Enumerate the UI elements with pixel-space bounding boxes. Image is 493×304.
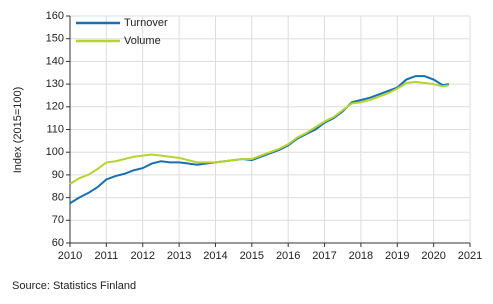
x-tick-label: 2014	[203, 250, 227, 262]
y-tick-label: 150	[46, 33, 64, 45]
x-tick-label: 2010	[58, 250, 82, 262]
x-tick-label: 2020	[421, 250, 445, 262]
x-tick-label: 2018	[349, 250, 373, 262]
source: Source: Statistics Finland	[12, 280, 136, 292]
y-tick-label: 90	[52, 169, 64, 181]
y-tick-label: 130	[46, 78, 64, 90]
y-tick-label: 120	[46, 101, 64, 113]
y-tick-label: 80	[52, 192, 64, 204]
y-tick-label: 140	[46, 55, 64, 67]
y-axis-label: Index (2015=100)	[12, 87, 24, 174]
y-tick-label: 160	[46, 10, 64, 22]
x-tick-label: 2021	[458, 250, 482, 262]
y-tick-label: 110	[46, 123, 64, 135]
legend-label: Volume	[124, 35, 161, 47]
y-tick-label: 60	[52, 237, 64, 249]
y-tick-label: 100	[46, 146, 64, 158]
data-line	[69, 80, 450, 185]
x-tick-label: 2011	[95, 250, 119, 262]
y-tick-label: 70	[52, 214, 64, 226]
x-tick-label: 2015	[240, 250, 264, 262]
x-tick-label: 2016	[276, 250, 300, 262]
x-tick-label: 2019	[385, 250, 409, 262]
x-tick-label: 2013	[167, 250, 191, 262]
data-line	[69, 75, 450, 205]
legend-label: Turnover	[124, 17, 168, 29]
x-tick-label: 2012	[130, 250, 154, 262]
x-tick-label: 2017	[312, 250, 336, 262]
